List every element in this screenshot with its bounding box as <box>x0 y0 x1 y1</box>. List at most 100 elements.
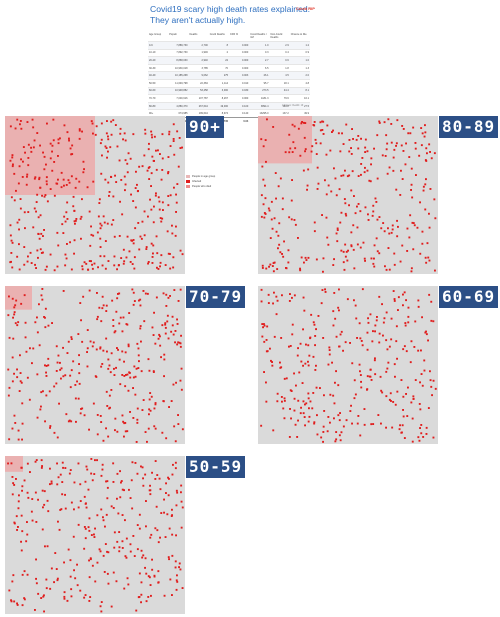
person-dot <box>96 315 99 318</box>
person-dot <box>103 255 106 258</box>
person-dot <box>28 398 31 401</box>
person-dot <box>292 141 295 144</box>
person-dot <box>112 507 115 509</box>
person-dot <box>36 331 39 334</box>
person-dot <box>24 227 26 230</box>
person-dot <box>297 127 300 130</box>
legend-label: Infected <box>192 180 202 183</box>
person-dot <box>96 459 98 462</box>
person-dot <box>10 252 13 254</box>
person-dot <box>348 174 351 177</box>
person-dot <box>88 559 90 562</box>
person-dot <box>12 316 14 319</box>
person-dot <box>168 406 170 408</box>
person-dot <box>60 377 62 380</box>
person-dot <box>332 264 335 266</box>
person-dot <box>31 519 34 522</box>
person-dot <box>19 198 22 200</box>
person-dot <box>172 333 175 336</box>
person-dot <box>334 177 337 180</box>
person-dot <box>77 462 80 465</box>
person-dot <box>403 345 406 348</box>
person-dot <box>154 427 157 430</box>
person-dot <box>39 408 42 411</box>
person-dot <box>10 196 13 199</box>
person-dot <box>164 332 167 335</box>
person-dot <box>283 399 286 402</box>
person-dot <box>110 223 113 226</box>
person-dot <box>154 194 157 197</box>
table-cell: 1.8 <box>269 63 290 72</box>
person-dot <box>298 371 301 374</box>
person-dot <box>309 337 311 340</box>
legend-label: People who died <box>192 185 212 188</box>
person-dot <box>379 375 382 378</box>
person-dot <box>110 389 113 391</box>
person-dot <box>270 218 273 221</box>
person-dot <box>133 267 136 270</box>
person-dot <box>142 399 145 401</box>
person-dot <box>373 265 376 268</box>
person-dot <box>401 424 404 427</box>
person-dot <box>283 417 286 420</box>
person-dot <box>272 262 275 264</box>
person-dot <box>410 401 413 404</box>
person-dot <box>381 303 383 306</box>
person-dot <box>396 357 398 360</box>
person-dot <box>290 417 292 420</box>
person-dot <box>117 348 119 351</box>
person-dot <box>159 217 162 219</box>
person-dot <box>172 138 175 140</box>
person-dot <box>420 349 422 352</box>
person-dot <box>267 302 270 304</box>
person-dot <box>21 530 24 533</box>
table-cell: 273.5 <box>249 86 270 95</box>
person-dot <box>261 264 264 267</box>
person-dot <box>147 596 150 598</box>
person-dot <box>19 380 22 383</box>
person-dot <box>45 163 47 166</box>
person-dot <box>124 139 127 142</box>
person-dot <box>178 341 181 344</box>
person-dot <box>70 420 73 423</box>
person-dot <box>260 215 263 218</box>
person-dot <box>344 255 347 258</box>
person-dot <box>64 220 67 223</box>
person-dot <box>396 219 398 222</box>
person-dot <box>64 493 66 496</box>
person-dot <box>143 154 146 157</box>
person-dot <box>411 221 414 224</box>
person-dot <box>101 463 104 466</box>
person-dot <box>12 163 14 166</box>
person-dot <box>383 230 386 233</box>
person-dot <box>34 460 37 463</box>
person-dot <box>335 438 338 441</box>
person-dot <box>335 335 338 338</box>
person-dot <box>126 162 129 165</box>
person-dot <box>421 230 424 233</box>
person-dot <box>33 207 36 210</box>
person-dot <box>44 316 46 319</box>
person-dot <box>263 340 266 343</box>
person-dot <box>14 127 17 130</box>
person-dot <box>13 313 16 316</box>
person-dot <box>332 129 334 132</box>
person-dot <box>386 367 389 370</box>
person-dot <box>140 370 143 373</box>
person-dot <box>161 157 164 160</box>
person-dot <box>56 231 59 234</box>
table-cell: 44.4 <box>269 86 290 95</box>
person-dot <box>105 390 108 393</box>
person-dot <box>173 153 176 156</box>
person-dot <box>151 568 154 571</box>
person-dot <box>120 257 123 259</box>
person-dot <box>57 244 60 247</box>
person-dot <box>53 431 56 434</box>
person-dot <box>415 174 417 176</box>
person-dot <box>136 524 139 526</box>
person-dot <box>363 408 366 410</box>
person-dot <box>396 119 399 122</box>
person-dot <box>429 370 431 373</box>
person-dot <box>19 123 21 126</box>
person-dot <box>178 562 181 565</box>
